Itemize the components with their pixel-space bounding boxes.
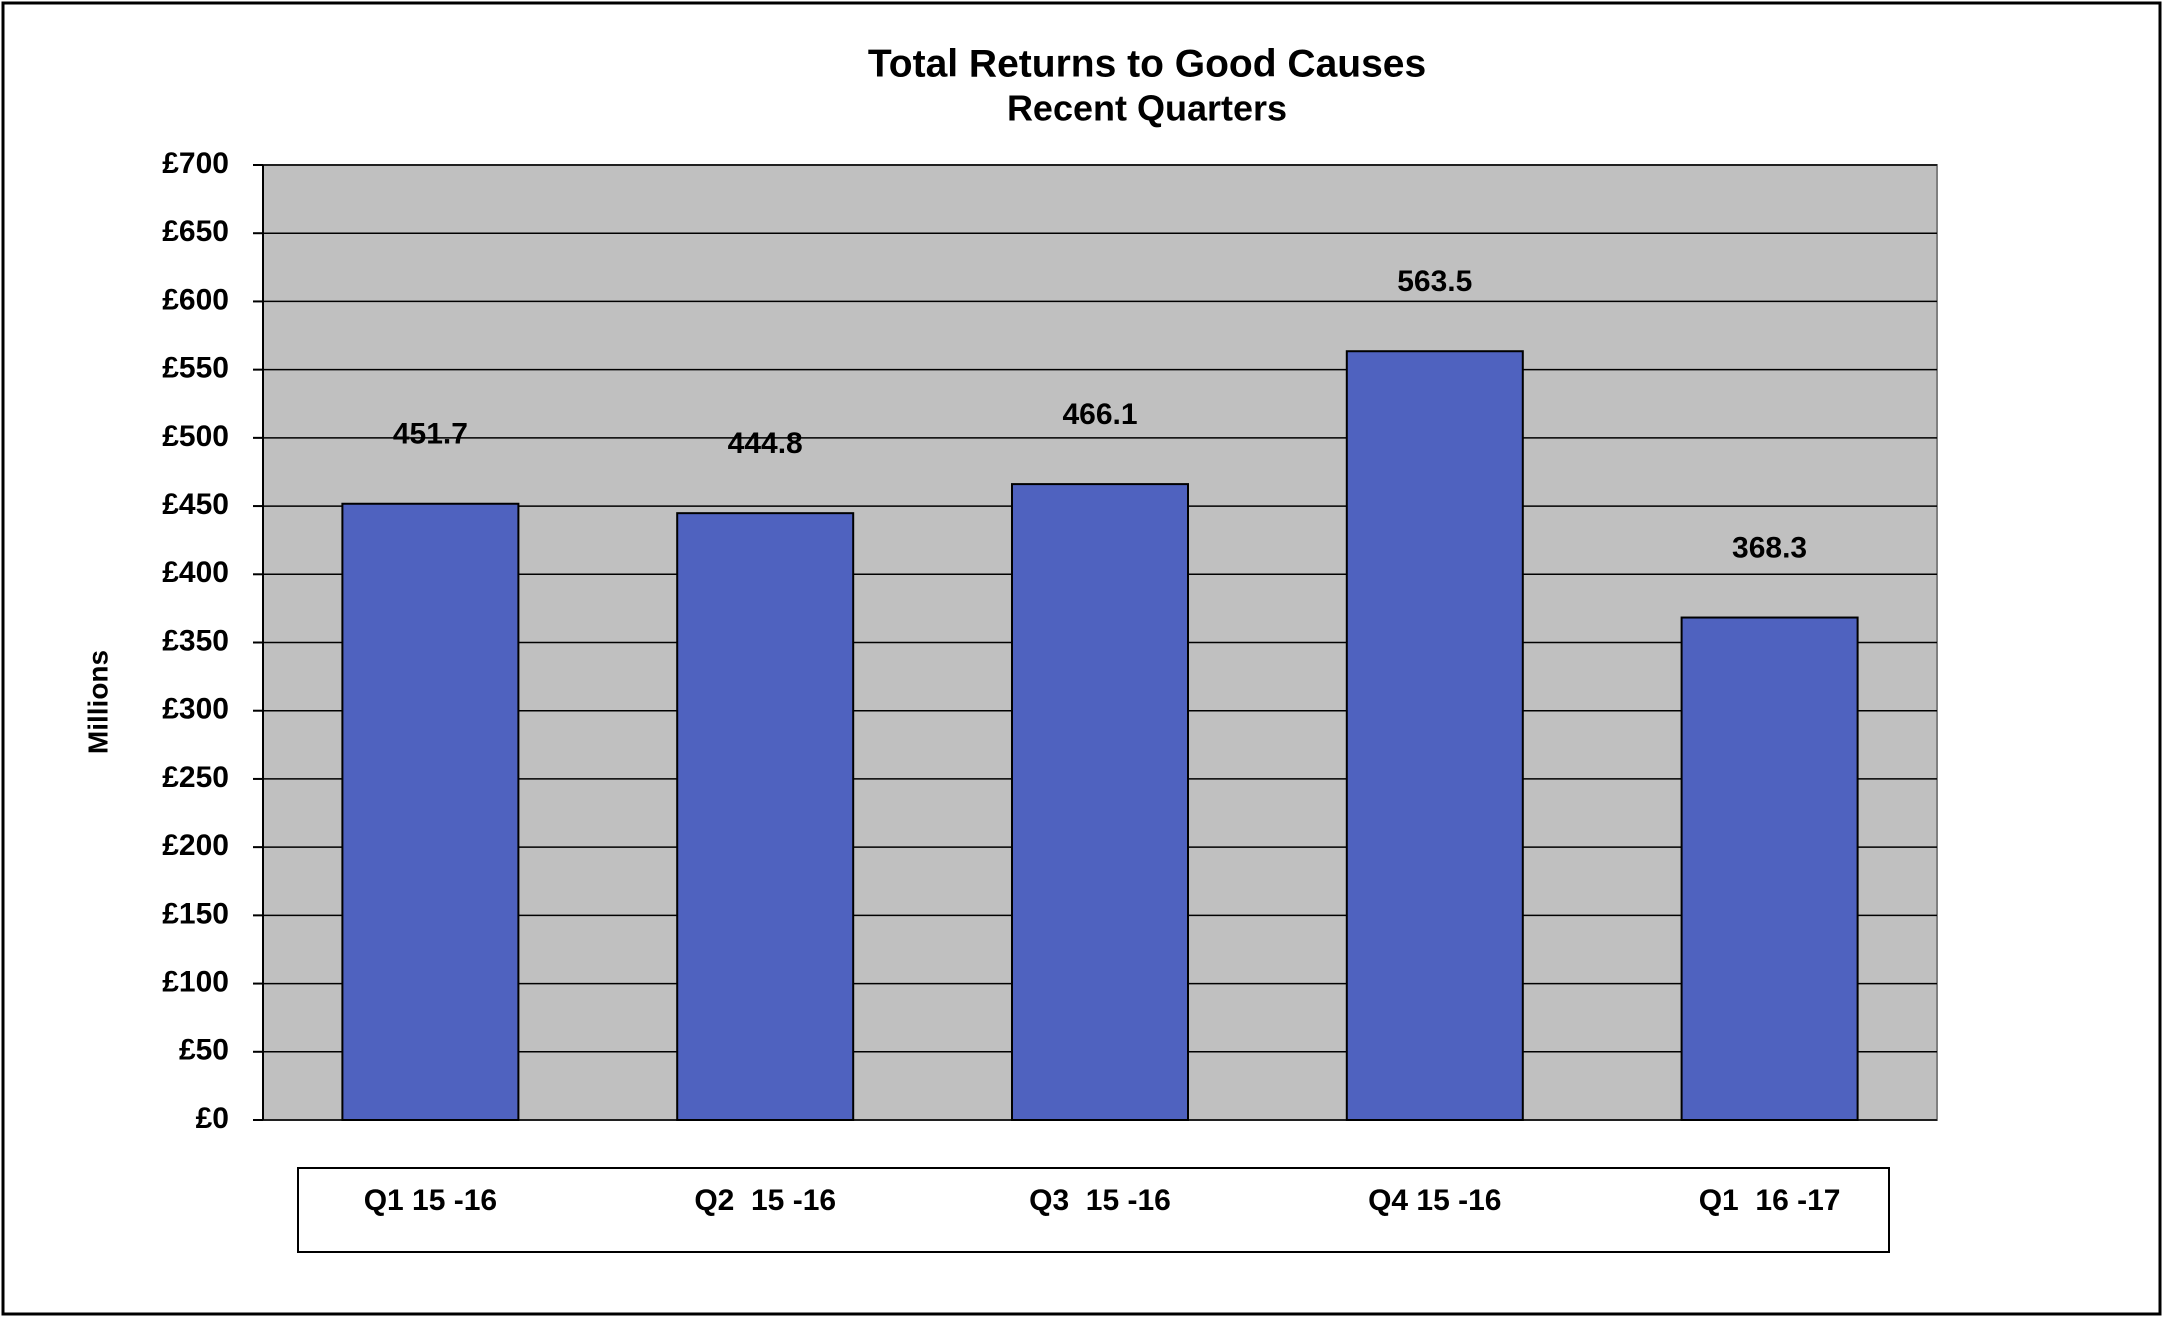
- y-tick-label: £300: [162, 693, 229, 726]
- y-tick-label: £500: [162, 420, 229, 453]
- y-tick-label: £700: [162, 147, 229, 180]
- data-label: 466.1: [1062, 398, 1137, 431]
- bar: [341, 502, 520, 1121]
- chart-title: Total Returns to Good Causes: [868, 42, 1426, 85]
- x-tick-label: Q4 15 -16: [1368, 1184, 1501, 1217]
- data-label: 368.3: [1732, 531, 1807, 564]
- y-tick-label: £400: [162, 556, 229, 589]
- x-tick-label: Q1 16 -17: [1699, 1184, 1841, 1217]
- x-tick-label: Q2 15 -16: [694, 1184, 836, 1217]
- y-tick-label: £200: [162, 829, 229, 862]
- bar: [676, 512, 855, 1121]
- y-tick-label: £100: [162, 965, 229, 998]
- y-tick-label: £600: [162, 283, 229, 316]
- data-label: 563.5: [1397, 265, 1472, 298]
- bar: [1011, 483, 1189, 1121]
- category-box: [297, 1167, 1890, 1253]
- y-axis-label: Millions: [82, 650, 113, 754]
- y-tick-label: £650: [162, 215, 229, 248]
- chart-subtitle: Recent Quarters: [1007, 88, 1287, 129]
- x-tick-label: Q3 15 -16: [1029, 1184, 1171, 1217]
- y-tick-label: £550: [162, 352, 229, 385]
- data-label: 444.8: [728, 427, 803, 460]
- y-tick-label: £450: [162, 488, 229, 521]
- x-tick-label: Q1 15 -16: [364, 1184, 497, 1217]
- bar: [1345, 350, 1524, 1122]
- y-tick-label: £250: [162, 761, 229, 794]
- y-tick-label: £50: [179, 1034, 229, 1067]
- y-tick-label: £0: [196, 1102, 229, 1135]
- y-tick-label: £150: [162, 897, 229, 930]
- bar: [1680, 616, 1859, 1121]
- data-label: 451.7: [393, 418, 468, 451]
- y-tick-label: £350: [162, 624, 229, 657]
